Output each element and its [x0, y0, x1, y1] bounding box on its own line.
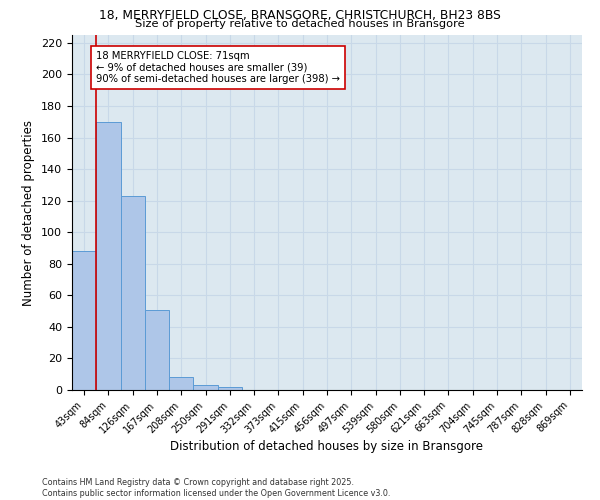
Text: Contains HM Land Registry data © Crown copyright and database right 2025.
Contai: Contains HM Land Registry data © Crown c… — [42, 478, 391, 498]
Bar — [96, 122, 121, 390]
Bar — [121, 196, 145, 390]
Bar — [193, 386, 218, 390]
Text: Size of property relative to detached houses in Bransgore: Size of property relative to detached ho… — [135, 19, 465, 29]
Bar — [218, 387, 242, 390]
Bar — [145, 310, 169, 390]
Text: 18, MERRYFIELD CLOSE, BRANSGORE, CHRISTCHURCH, BH23 8BS: 18, MERRYFIELD CLOSE, BRANSGORE, CHRISTC… — [99, 9, 501, 22]
Text: 18 MERRYFIELD CLOSE: 71sqm
← 9% of detached houses are smaller (39)
90% of semi-: 18 MERRYFIELD CLOSE: 71sqm ← 9% of detac… — [96, 51, 340, 84]
X-axis label: Distribution of detached houses by size in Bransgore: Distribution of detached houses by size … — [170, 440, 484, 453]
Y-axis label: Number of detached properties: Number of detached properties — [22, 120, 35, 306]
Bar — [169, 378, 193, 390]
Bar — [72, 251, 96, 390]
